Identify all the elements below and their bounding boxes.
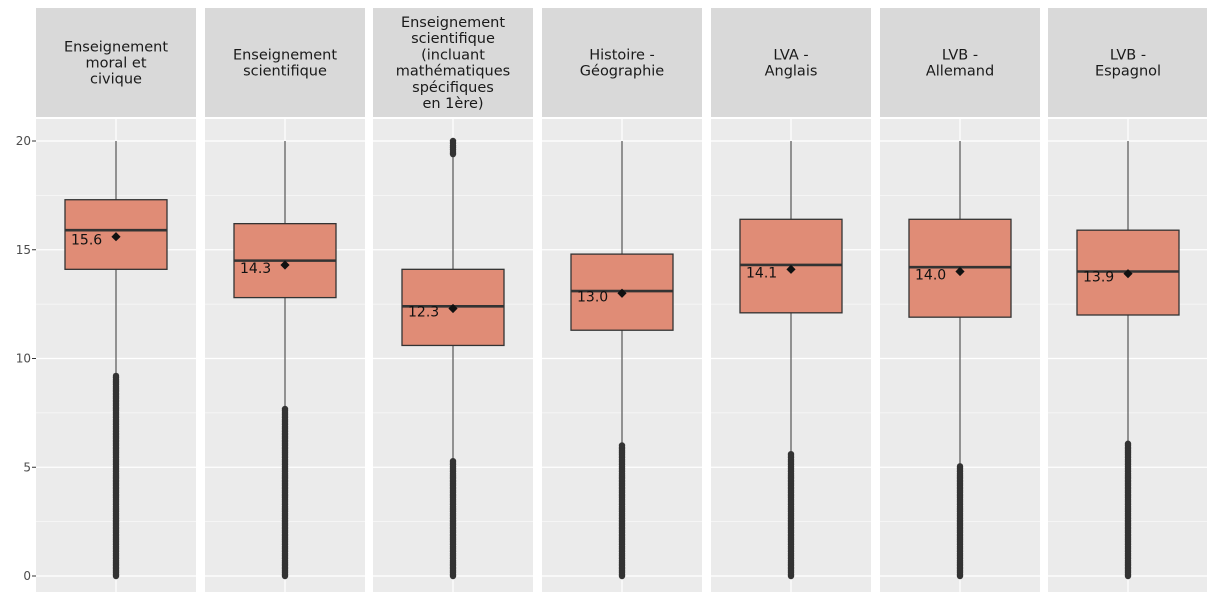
facet-strip-label: Enseignement scientifique xyxy=(233,47,337,79)
y-tick-label: 10 xyxy=(16,352,31,366)
mean-marker xyxy=(617,288,627,298)
outlier-point xyxy=(787,451,795,458)
facet-panel: Histoire -Géographie 13.0 xyxy=(542,8,702,592)
mean-label: 15.6 xyxy=(71,233,102,249)
outlier-points xyxy=(281,405,289,580)
y-axis: 0 5 10 15 20 xyxy=(16,134,36,583)
facet-strip xyxy=(880,8,1040,117)
outlier-point xyxy=(281,405,289,413)
mean-label: 13.9 xyxy=(1083,270,1114,286)
mean-label: 12.3 xyxy=(408,304,439,320)
mean-marker xyxy=(448,303,458,314)
facet-panel: Enseignement scientifique 14.3 xyxy=(205,8,365,592)
y-tick-label: 20 xyxy=(16,134,31,148)
outlier-points xyxy=(787,451,795,580)
outlier-point xyxy=(449,137,457,145)
outlier-point xyxy=(618,442,626,449)
outlier-points xyxy=(449,137,457,580)
facet-panel: Enseignement scientifique (incluant mathéma… xyxy=(373,8,533,592)
facet-strip-label: LVA -Anglais xyxy=(765,47,818,79)
facet-strip-label: Histoire -Géographie xyxy=(580,47,665,79)
facet-strip-label: LVB -Allemand xyxy=(926,47,994,79)
facet-strip xyxy=(205,8,365,117)
y-tick-label: 5 xyxy=(23,460,31,474)
facet-panel: LVA -Anglais 14.1 xyxy=(711,8,871,592)
facet-strip-label: Enseignement scientifique (incluant mathéma… xyxy=(396,15,510,112)
outlier-point xyxy=(449,457,457,465)
outlier-points xyxy=(956,463,964,580)
mean-label: 14.0 xyxy=(915,268,946,284)
mean-marker xyxy=(1123,269,1133,279)
outlier-points xyxy=(618,442,626,580)
facet-strip xyxy=(36,8,196,117)
facet-panel: Enseignement moral et civique 15.6 xyxy=(36,8,196,592)
outlier-point xyxy=(112,372,120,380)
facet-strip-label: LVB -Espagnol xyxy=(1095,47,1161,79)
facet-strip xyxy=(711,8,871,117)
mean-marker xyxy=(111,232,121,242)
mean-marker xyxy=(955,266,965,277)
y-tick-label: 15 xyxy=(16,243,31,257)
y-tick-label: 0 xyxy=(23,569,31,583)
mean-label: 14.3 xyxy=(240,261,271,277)
outlier-point xyxy=(956,463,964,470)
outlier-points xyxy=(1124,440,1132,580)
facet-strip-label: Enseignement moral et civique xyxy=(64,39,168,87)
mean-label: 14.1 xyxy=(746,265,777,281)
facet-panel: LVB -Espagnol 13.9 xyxy=(1048,8,1207,592)
outlier-point xyxy=(1124,440,1132,447)
facet-strip xyxy=(1048,8,1207,117)
mean-marker xyxy=(280,260,290,270)
mean-label: 13.0 xyxy=(577,289,608,305)
outlier-points xyxy=(112,372,120,580)
facet-panel: LVB -Allemand 14.0 xyxy=(880,8,1040,592)
facet-strip xyxy=(373,8,533,117)
mean-marker xyxy=(786,264,796,274)
facet-strip xyxy=(542,8,702,117)
